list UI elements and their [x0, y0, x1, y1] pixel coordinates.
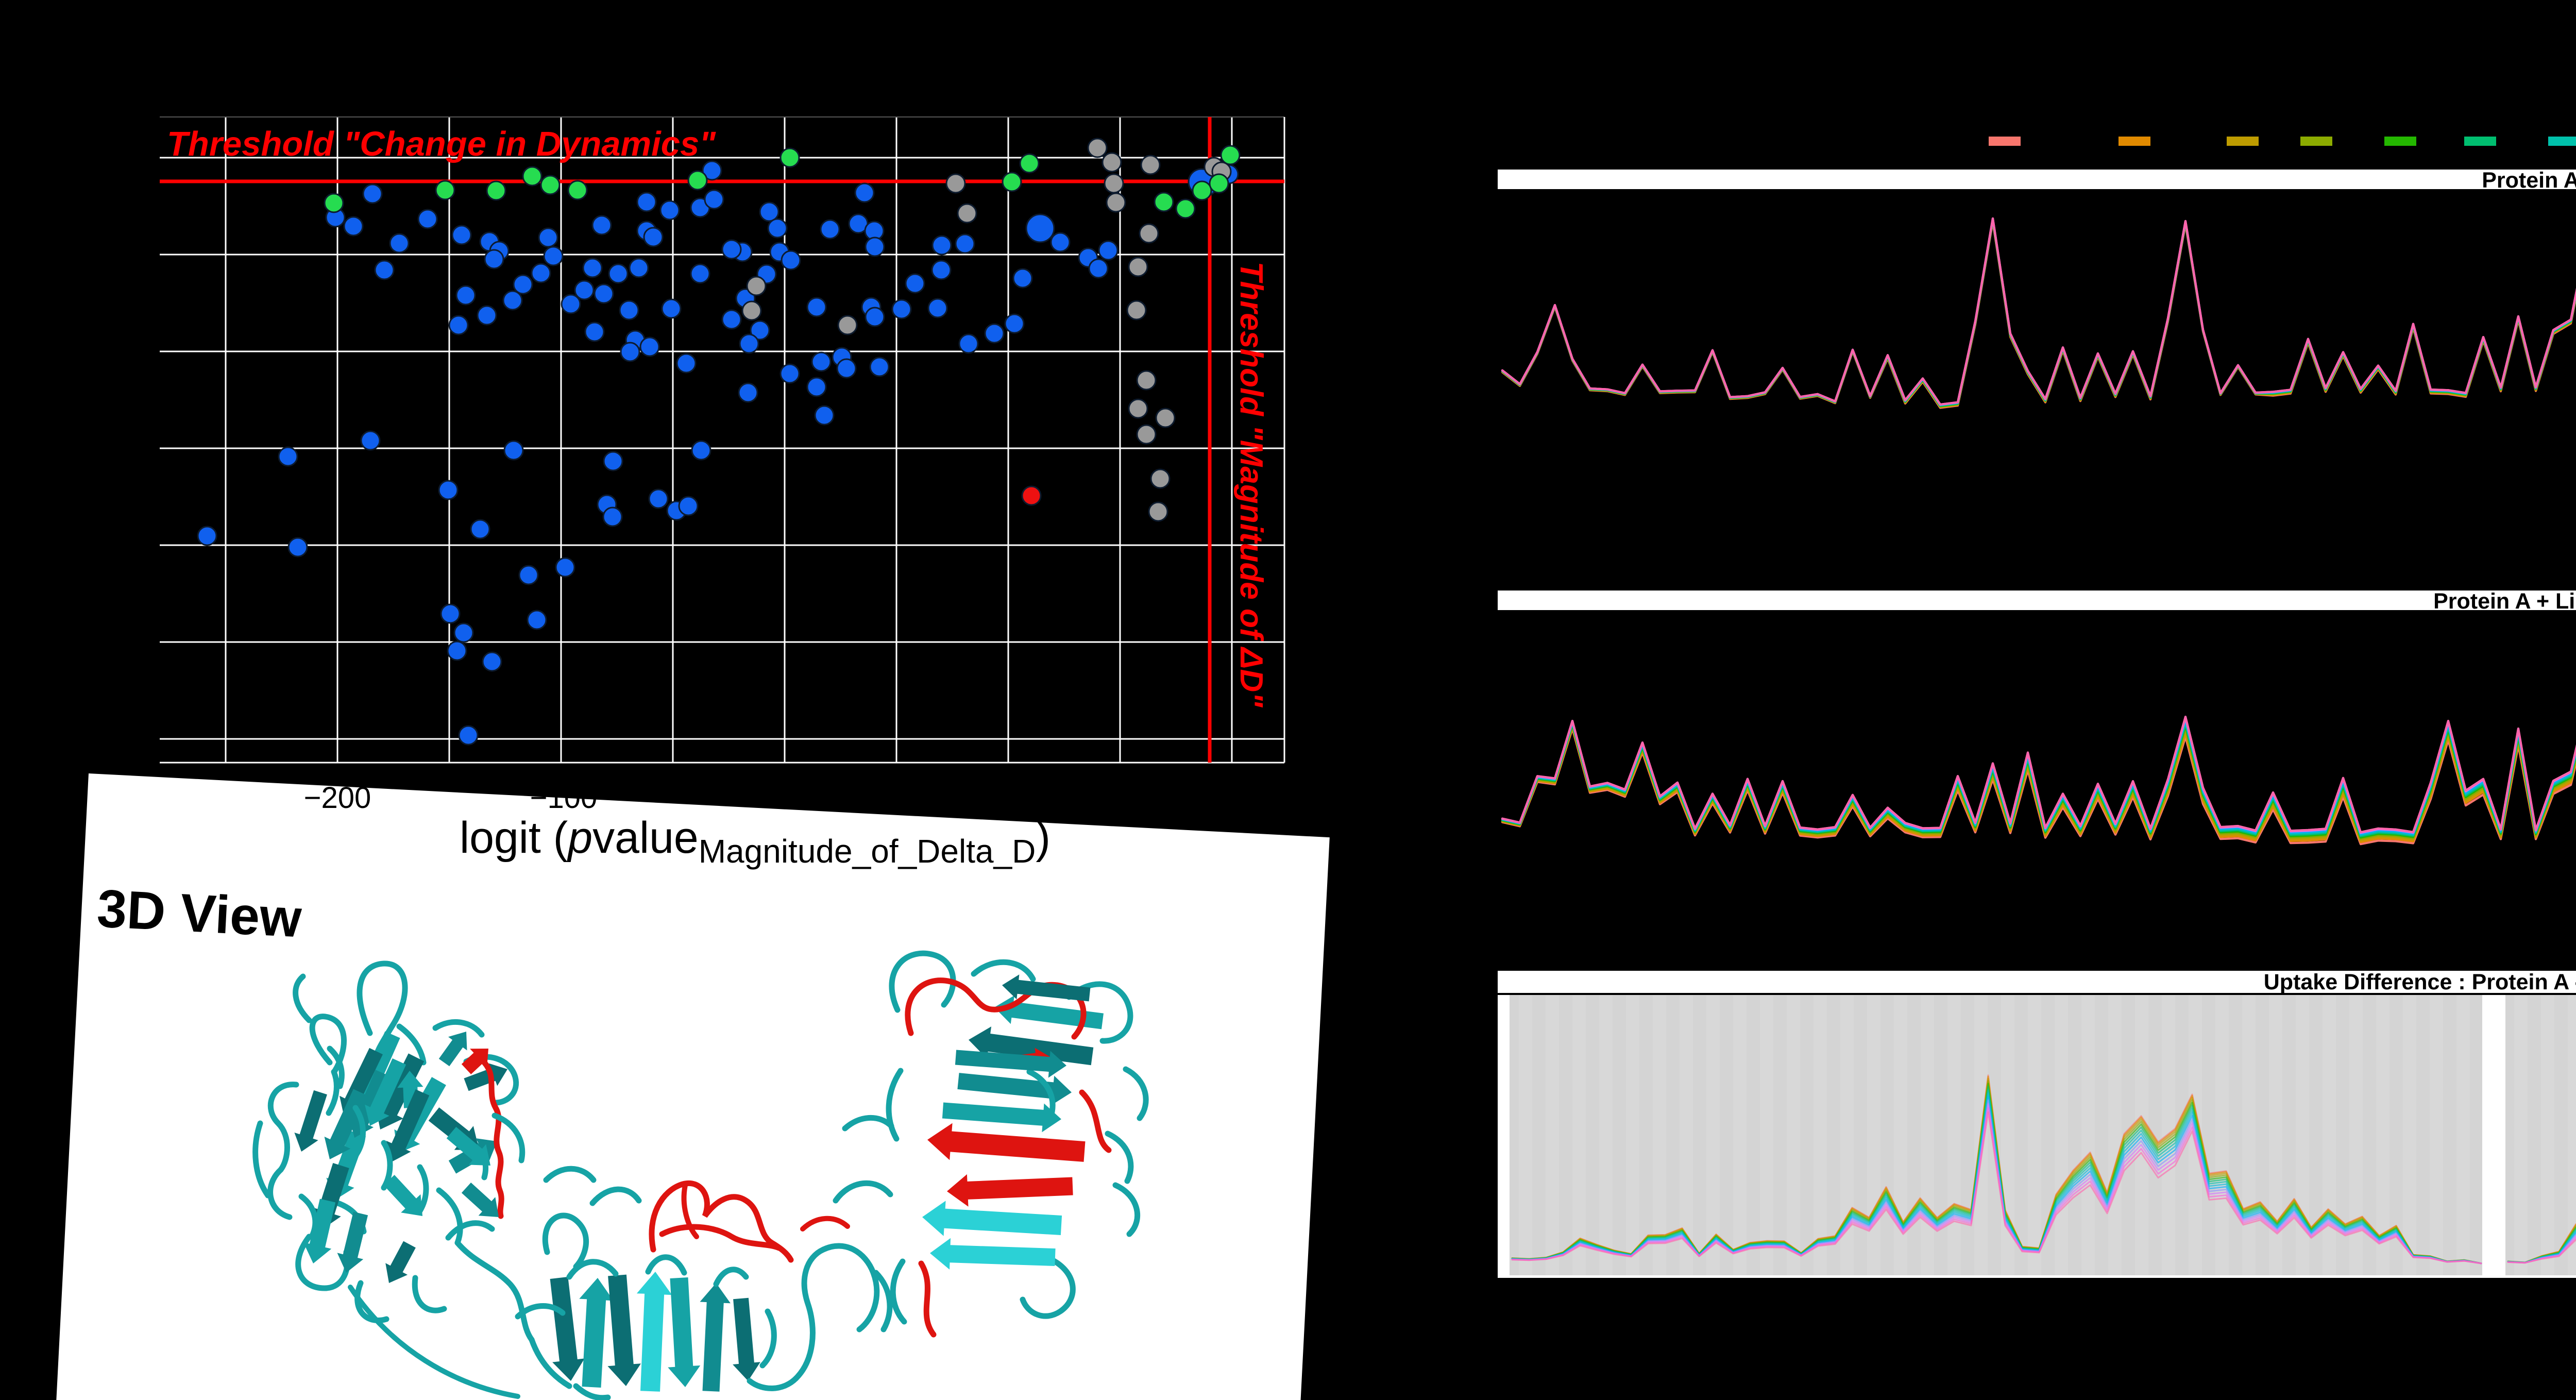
svg-text:Uptake Difference : Protein A: Uptake Difference : Protein A - (Protein…: [2264, 970, 2576, 994]
svg-text:Protein A + Ligand: Protein A + Ligand: [2433, 589, 2576, 614]
svg-text:Threshold "Magnitude of ΔD": Threshold "Magnitude of ΔD": [1233, 261, 1269, 708]
svg-text:−200: −200: [304, 781, 371, 815]
svg-text:−100: −100: [530, 781, 598, 815]
svg-text:3D View: 3D View: [96, 879, 304, 949]
svg-text:Protein A: Protein A: [2482, 168, 2576, 193]
svg-text:0: 0: [782, 781, 798, 815]
svg-text:Threshold "Change in Dynamics": Threshold "Change in Dynamics": [167, 125, 716, 163]
